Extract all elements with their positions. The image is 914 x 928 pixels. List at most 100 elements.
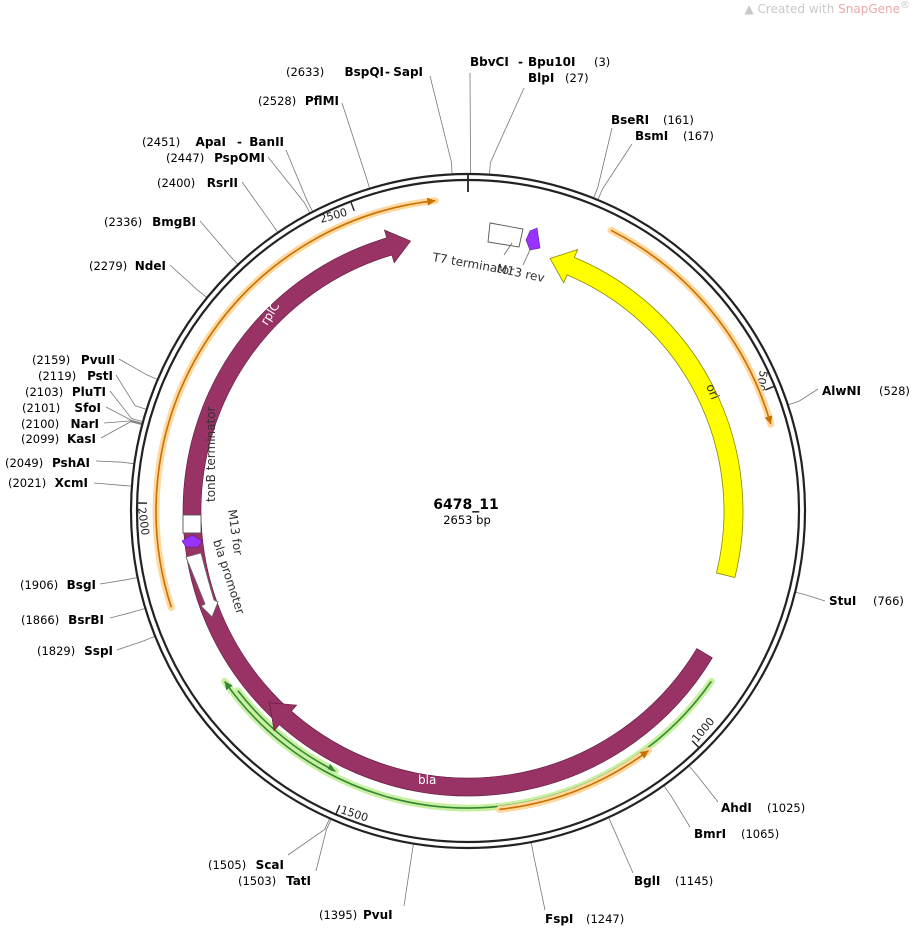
site-leader-pshai [95,460,134,465]
site-position-bsgi: (1906) [20,578,58,592]
site-position-nari: (2100) [21,417,59,431]
site-position-ahdi: (1025) [767,801,805,815]
site-leader-scai [287,819,330,856]
site-label-banii[interactable]: BanII [249,135,284,149]
site-position-psti: (2119) [38,369,76,383]
site-label-sapi[interactable]: SapI [393,65,423,79]
site-position-stui: (766) [873,594,904,608]
bla-cds-arrow[interactable] [269,648,713,797]
m13-rev-primer[interactable] [525,227,541,251]
site-label-pvui[interactable]: PvuI [363,908,393,922]
site-label-rsrii[interactable]: RsrII [207,176,238,190]
site-label-sfoi[interactable]: SfoI [74,401,101,415]
site-position-bsmi: (167) [683,129,714,143]
site-position-bseri: (161) [663,113,694,127]
orf-top-right-arrowhead [764,415,773,425]
site-label-sspi[interactable]: SspI [84,644,113,658]
bla-label: bla [418,773,436,787]
site-label-bbvci[interactable]: BbvCI [470,55,509,69]
site-position-bmgbi: (2336) [104,215,142,229]
site-label-bpu10i[interactable]: Bpu10I [528,55,575,69]
snapgene-watermark: ▲ Created with SnapGene® [744,0,910,16]
orf-bottom-green-line [224,680,712,809]
site-leader-pflmi [341,102,370,188]
t7-terminator-box[interactable] [487,222,524,248]
orf-bottom-orange-arrowhead [639,750,649,759]
site-leader-ndei [169,264,207,298]
site-position-rsrii: (2400) [157,176,195,190]
site-label-bsrbi[interactable]: BsrBI [68,613,104,627]
tick-1500 [335,805,341,814]
m13-rev-label: M13 rev [495,261,545,285]
site-label-pflmi[interactable]: PflMI [305,94,339,108]
site-position-pvui: (1395) [319,908,357,922]
site-label-apai[interactable]: ApaI [196,135,226,149]
bla-promoter-arrow[interactable] [185,552,219,618]
site-label-pvuii[interactable]: PvuII [81,353,115,367]
site-label-bsgi[interactable]: BsgI [67,578,96,592]
site-leader-pspomi [267,156,310,213]
site-label-stui[interactable]: StuI [829,594,856,608]
site-label-pluti[interactable]: PluTI [72,385,106,399]
site-label-bmri[interactable]: BmrI [694,827,726,841]
site-position-bgli: (1145) [675,874,713,888]
site-position-fspi: (1247) [586,912,624,926]
orf-top-right-line [610,229,772,425]
site-position-blpi: (27) [565,71,589,85]
site-leader-sfoi [105,406,142,424]
site-leader-psti [115,374,146,410]
site-position-bsrbi: (1866) [21,613,59,627]
site-position-xcmi: (2021) [8,476,46,490]
site-label-tati[interactable]: TatI [286,874,311,888]
watermark-mark: ® [900,0,910,11]
site-leader-kasi [100,421,142,439]
site-label-scai[interactable]: ScaI [256,858,284,872]
rplc-cds-arrow[interactable] [182,229,413,791]
site-label-pshai[interactable]: PshAI [52,456,90,470]
orf-left-green-arrowhead [326,763,336,772]
t7-terminator-leader [503,242,513,256]
site-label-blpi[interactable]: BlpI [528,71,554,85]
site-leader-ahdi [689,766,719,803]
site-separator-apai: - [237,135,242,149]
site-position-bbvci: (3) [594,55,610,69]
site-leader-stui [795,592,826,602]
site-label-fspi[interactable]: FspI [545,912,573,926]
site-separator-bbvci: - [518,55,523,69]
plasmid-name: 6478_11 [433,497,498,513]
site-position-tati: (1503) [238,874,276,888]
site-label-xcmi[interactable]: XcmI [55,476,88,490]
orf-bottom-orange-line [499,749,649,811]
site-label-pspomi[interactable]: PspOMI [214,151,265,165]
site-label-psti[interactable]: PstI [87,369,113,383]
site-leader-blpi [489,87,525,174]
site-label-bspqi[interactable]: BspQI [344,65,384,79]
site-label-bmgbi[interactable]: BmgBI [152,215,196,229]
tonb-terminator-label: tonB terminator [204,406,218,502]
site-label-bgli[interactable]: BglI [634,874,660,888]
site-leader-nari [103,420,142,425]
orf-bottom-green-arrowhead [224,681,233,691]
site-leader-pvui [403,844,414,907]
m13-for-primer[interactable] [181,534,203,548]
snapgene-logo-icon: ▲ [744,2,754,16]
site-label-kasi[interactable]: KasI [67,432,96,446]
site-label-ndei[interactable]: NdeI [135,259,166,273]
site-leader-bbvci [469,72,471,174]
site-leader-bsmi [597,143,633,200]
site-label-bseri[interactable]: BseRI [611,113,649,127]
site-label-bsmi[interactable]: BsmI [635,129,668,143]
site-position-pshai: (2049) [5,456,43,470]
ori-origin-arrow[interactable] [549,248,744,579]
tonb-terminator-box[interactable] [182,514,202,534]
watermark-text: Created with [757,2,839,16]
site-label-nari[interactable]: NarI [70,417,99,431]
site-label-ahdi[interactable]: AhdI [721,801,752,815]
site-leader-bspqi [429,75,453,174]
site-leader-bseri [593,127,613,198]
site-label-alwni[interactable]: AlwNI [822,384,861,398]
tick-label-2000: 2000 [135,507,152,537]
site-position-apai: (2451) [142,135,180,149]
m13-rev-leader [522,249,531,266]
